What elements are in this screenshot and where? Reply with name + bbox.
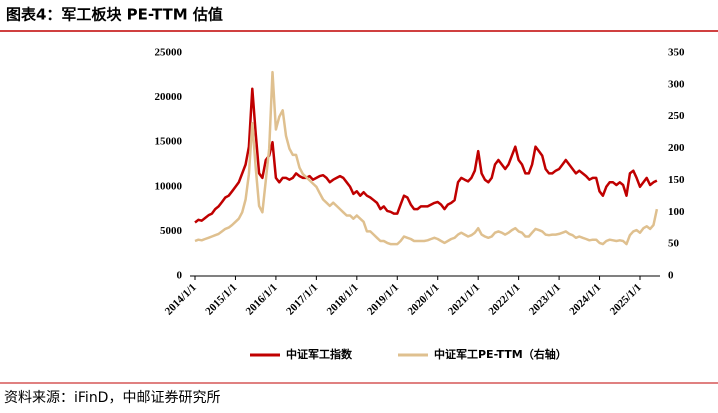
- y-tick-label: 20000: [155, 91, 183, 103]
- legend-label: 中证军工PE-TTM（右轴）: [434, 347, 567, 361]
- x-tick-label: 2020/1/1: [405, 281, 441, 317]
- x-tick-label: 2014/1/1: [163, 281, 199, 317]
- y-tick-label: 10000: [155, 180, 183, 192]
- chart-title: 图表4：军工板块 PE-TTM 估值: [6, 6, 223, 24]
- y-tick-label: 25000: [155, 47, 183, 59]
- source: 资料来源：iFinD，中邮证券研究所: [4, 390, 220, 406]
- y2-tick-label: 100: [668, 206, 685, 218]
- x-tick-label: 2024/1/1: [567, 281, 603, 317]
- y2-tick-label: 0: [668, 270, 674, 282]
- y2-tick-label: 300: [668, 78, 685, 90]
- legend-label: 中证军工指数: [286, 347, 353, 361]
- series-line: [194, 70, 659, 246]
- y-tick-label: 0: [177, 270, 183, 282]
- x-tick-label: 2016/1/1: [244, 281, 280, 317]
- y2-tick-label: 50: [668, 238, 680, 250]
- y2-tick-label: 250: [668, 110, 685, 122]
- x-tick-label: 2018/1/1: [325, 281, 361, 317]
- x-tick-label: 2025/1/1: [608, 281, 644, 317]
- x-tick-label: 2023/1/1: [527, 281, 563, 317]
- x-tick-label: 2019/1/1: [365, 281, 401, 317]
- x-tick-label: 2022/1/1: [486, 281, 522, 317]
- x-tick-label: 2015/1/1: [203, 281, 239, 317]
- y-tick-label: 15000: [155, 136, 183, 148]
- x-tick-label: 2017/1/1: [284, 281, 320, 317]
- y2-tick-label: 150: [668, 174, 685, 186]
- y-tick-label: 5000: [160, 225, 183, 237]
- x-tick-label: 2021/1/1: [446, 281, 482, 317]
- y2-tick-label: 350: [668, 47, 685, 59]
- series-line: [194, 87, 658, 224]
- y2-tick-label: 200: [668, 142, 685, 154]
